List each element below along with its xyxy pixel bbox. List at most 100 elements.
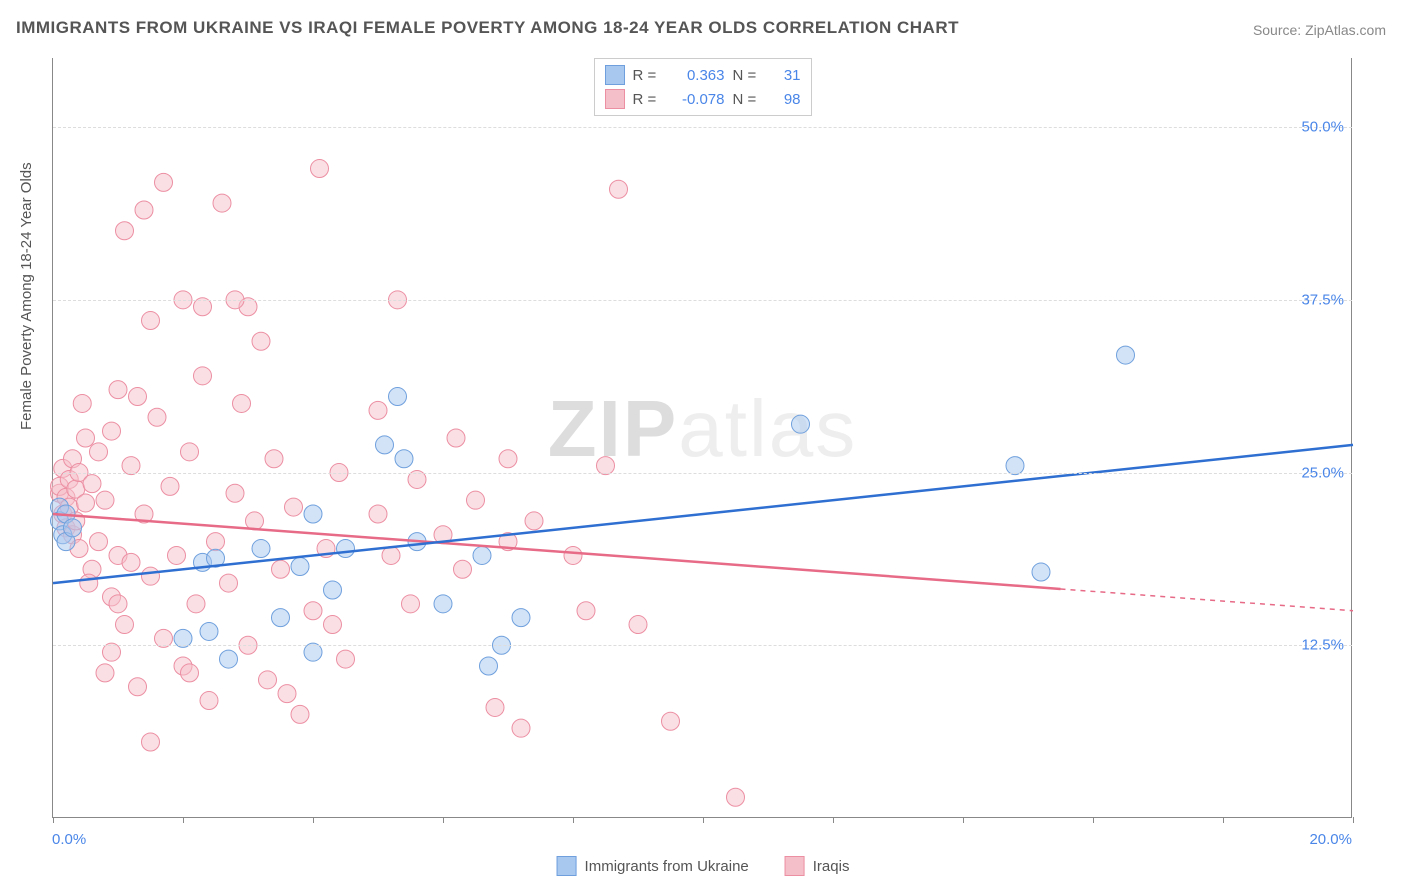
scatter-point bbox=[142, 312, 160, 330]
scatter-point bbox=[265, 450, 283, 468]
legend-label: Immigrants from Ukraine bbox=[585, 858, 749, 875]
scatter-point bbox=[73, 394, 91, 412]
x-tick bbox=[1223, 817, 1224, 823]
scatter-point bbox=[434, 595, 452, 613]
scatter-point bbox=[324, 616, 342, 634]
scatter-point bbox=[610, 180, 628, 198]
stats-box: R =0.363N =31R =-0.078N =98 bbox=[594, 58, 812, 116]
stats-r-value: -0.078 bbox=[665, 91, 725, 108]
scatter-point bbox=[148, 408, 166, 426]
scatter-point bbox=[629, 616, 647, 634]
stats-r-label: R = bbox=[633, 91, 657, 108]
x-tick bbox=[183, 817, 184, 823]
plot-area: ZIPatlas R =0.363N =31R =-0.078N =98 12.… bbox=[52, 58, 1352, 818]
scatter-point bbox=[64, 519, 82, 537]
scatter-point bbox=[525, 512, 543, 530]
scatter-point bbox=[161, 477, 179, 495]
legend-item: Iraqis bbox=[785, 856, 850, 876]
scatter-point bbox=[512, 719, 530, 737]
scatter-point bbox=[252, 540, 270, 558]
regression-line-extrapolated bbox=[1061, 589, 1354, 611]
scatter-point bbox=[577, 602, 595, 620]
x-tick bbox=[703, 817, 704, 823]
legend-label: Iraqis bbox=[813, 858, 850, 875]
scatter-point bbox=[304, 602, 322, 620]
x-tick bbox=[53, 817, 54, 823]
legend-swatch bbox=[605, 65, 625, 85]
scatter-point bbox=[181, 443, 199, 461]
scatter-point bbox=[187, 595, 205, 613]
x-tick bbox=[963, 817, 964, 823]
scatter-point bbox=[259, 671, 277, 689]
scatter-point bbox=[499, 450, 517, 468]
scatter-point bbox=[389, 388, 407, 406]
scatter-point bbox=[80, 574, 98, 592]
scatter-point bbox=[116, 616, 134, 634]
scatter-point bbox=[220, 574, 238, 592]
scatter-point bbox=[200, 622, 218, 640]
gridline-h bbox=[53, 645, 1352, 646]
x-tick bbox=[313, 817, 314, 823]
scatter-point bbox=[90, 533, 108, 551]
scatter-point bbox=[90, 443, 108, 461]
scatter-point bbox=[337, 650, 355, 668]
scatter-point bbox=[168, 546, 186, 564]
stats-r-label: R = bbox=[633, 67, 657, 84]
scatter-point bbox=[129, 388, 147, 406]
scatter-point bbox=[376, 436, 394, 454]
gridline-h bbox=[53, 127, 1352, 128]
scatter-point bbox=[473, 546, 491, 564]
scatter-point bbox=[395, 450, 413, 468]
scatter-point bbox=[285, 498, 303, 516]
x-tick bbox=[573, 817, 574, 823]
scatter-point bbox=[337, 540, 355, 558]
gridline-h bbox=[53, 300, 1352, 301]
scatter-point bbox=[109, 381, 127, 399]
scatter-point bbox=[564, 546, 582, 564]
stats-n-value: 31 bbox=[765, 67, 801, 84]
scatter-point bbox=[304, 505, 322, 523]
scatter-point bbox=[181, 664, 199, 682]
scatter-point bbox=[213, 194, 231, 212]
scatter-point bbox=[447, 429, 465, 447]
scatter-point bbox=[278, 685, 296, 703]
scatter-point bbox=[311, 160, 329, 178]
scatter-point bbox=[1032, 563, 1050, 581]
stats-row: R =-0.078N =98 bbox=[605, 87, 801, 111]
scatter-point bbox=[233, 394, 251, 412]
scatter-point bbox=[77, 494, 95, 512]
scatter-point bbox=[467, 491, 485, 509]
regression-line bbox=[53, 514, 1061, 589]
scatter-point bbox=[155, 173, 173, 191]
y-tick-label: 37.5% bbox=[1301, 291, 1344, 308]
y-tick-label: 25.0% bbox=[1301, 464, 1344, 481]
scatter-point bbox=[486, 698, 504, 716]
scatter-point bbox=[324, 581, 342, 599]
scatter-point bbox=[77, 429, 95, 447]
source-attribution: Source: ZipAtlas.com bbox=[1253, 22, 1386, 38]
scatter-point bbox=[792, 415, 810, 433]
scatter-point bbox=[116, 222, 134, 240]
y-axis-title: Female Poverty Among 18-24 Year Olds bbox=[18, 162, 35, 430]
scatter-point bbox=[96, 664, 114, 682]
x-tick bbox=[1093, 817, 1094, 823]
legend-item: Immigrants from Ukraine bbox=[557, 856, 749, 876]
scatter-point bbox=[291, 558, 309, 576]
legend-swatch bbox=[605, 89, 625, 109]
scatter-point bbox=[454, 560, 472, 578]
legend-swatch bbox=[785, 856, 805, 876]
scatter-point bbox=[480, 657, 498, 675]
scatter-point bbox=[142, 733, 160, 751]
scatter-point bbox=[135, 201, 153, 219]
scatter-point bbox=[96, 491, 114, 509]
scatter-point bbox=[662, 712, 680, 730]
scatter-point bbox=[246, 512, 264, 530]
y-tick-label: 12.5% bbox=[1301, 637, 1344, 654]
x-axis-max-label: 20.0% bbox=[1309, 831, 1352, 848]
scatter-point bbox=[194, 367, 212, 385]
scatter-point bbox=[369, 401, 387, 419]
scatter-point bbox=[129, 678, 147, 696]
scatter-point bbox=[207, 533, 225, 551]
scatter-point bbox=[272, 609, 290, 627]
stats-n-label: N = bbox=[733, 67, 757, 84]
